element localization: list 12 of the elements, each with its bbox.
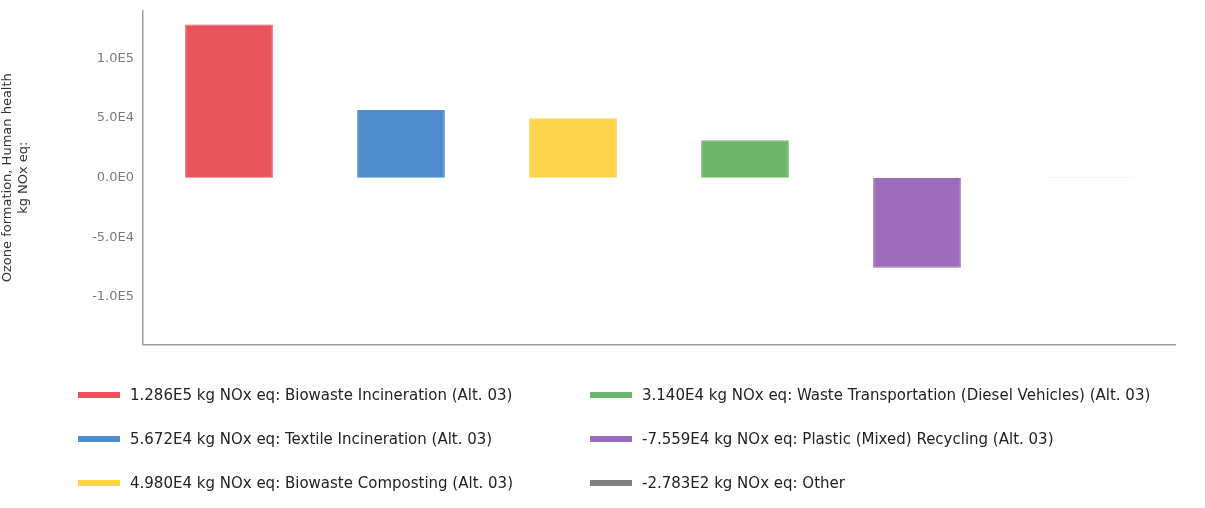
y-tick-label: -5.0E4 <box>92 228 134 244</box>
legend-label: -7.559E4 kg NOx eq: Plastic (Mixed) Recycling (Alt. 03) <box>642 430 1054 448</box>
y-tick-label: 1.0E5 <box>96 49 134 65</box>
legend-label: -2.783E2 kg NOx eq: Other <box>642 474 845 492</box>
legend-label: 1.286E5 kg NOx eq: Biowaste Incineration (Alt. 03) <box>130 386 513 404</box>
y-tick-label: -1.0E5 <box>92 288 134 304</box>
legend-label: 4.980E4 kg NOx eq: Biowaste Composting (Alt. 03) <box>130 474 513 492</box>
legend-label: 3.140E4 kg NOx eq: Waste Transportation (Diesel Vehicles) (Alt. 03) <box>642 386 1151 404</box>
y-tick-label: 0.0E0 <box>96 169 134 185</box>
legend-label: 5.672E4 kg NOx eq: Textile Incineration (Alt. 03) <box>130 430 493 448</box>
y-tick-label: 5.0E4 <box>96 109 134 125</box>
y-axis-title: Ozone formation, Human health kg NOx eq: <box>0 73 30 283</box>
